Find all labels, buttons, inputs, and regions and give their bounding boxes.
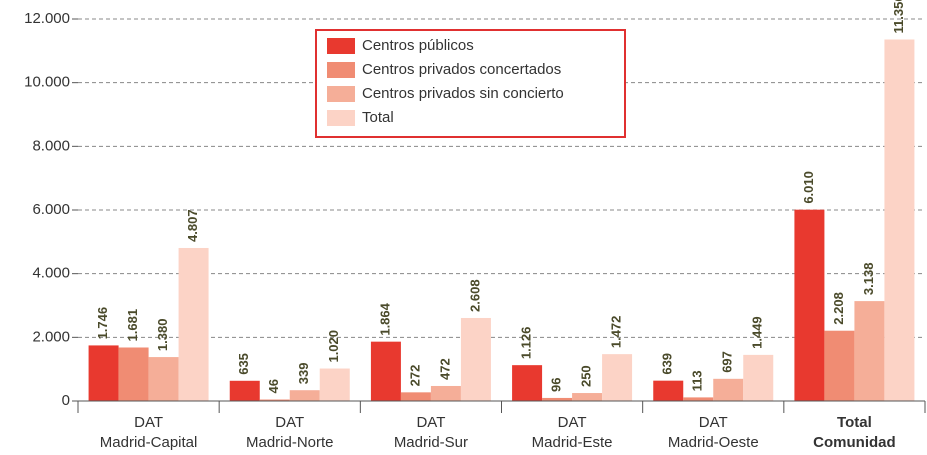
x-tick-label: Madrid-Sur	[394, 434, 468, 451]
y-tick-label: 0	[62, 392, 70, 409]
y-tick-label: 10.000	[24, 74, 70, 91]
value-label: 2.208	[831, 292, 846, 325]
bar	[884, 39, 915, 401]
legend-swatch	[327, 86, 355, 102]
legend-box	[315, 29, 626, 138]
value-label: 2.608	[467, 279, 482, 312]
value-label: 1.020	[326, 330, 341, 363]
x-tick-label: Madrid-Oeste	[668, 434, 759, 451]
bar	[319, 368, 350, 401]
bar	[430, 385, 461, 401]
value-label: 6.010	[801, 171, 816, 204]
y-tick-label: 12.000	[24, 10, 70, 27]
value-label: 1.449	[750, 316, 765, 349]
bar	[88, 345, 119, 401]
legend-label: Centros públicos	[362, 37, 474, 54]
legend-swatch	[327, 110, 355, 126]
bar	[653, 380, 684, 401]
bar	[178, 247, 209, 401]
x-tick-label: DAT	[275, 414, 304, 431]
legend-swatch	[327, 38, 355, 54]
value-label: 639	[660, 353, 675, 375]
x-tick-label: DAT	[558, 414, 587, 431]
legend-label: Centros privados concertados	[362, 61, 561, 78]
value-label: 272	[407, 365, 422, 387]
bar	[542, 397, 573, 401]
legend-swatch	[327, 62, 355, 78]
value-label: 697	[720, 351, 735, 373]
value-label: 3.138	[861, 263, 876, 296]
bar	[118, 347, 149, 401]
value-label: 96	[549, 377, 564, 391]
bar	[148, 357, 179, 401]
value-label: 339	[296, 363, 311, 385]
bar	[602, 354, 633, 401]
value-label: 1.746	[95, 307, 110, 340]
bar	[289, 390, 320, 401]
value-label: 1.864	[377, 302, 392, 335]
x-tick-label: DAT	[134, 414, 163, 431]
x-tick-label: Madrid-Norte	[246, 434, 334, 451]
value-label: 1.380	[155, 319, 170, 352]
value-label: 1.126	[519, 327, 534, 360]
bar	[259, 399, 290, 401]
bar	[824, 330, 855, 401]
value-label: 1.472	[609, 316, 624, 349]
x-tick-label: Madrid-Capital	[100, 434, 198, 451]
bar	[400, 392, 431, 401]
value-label: 11.356	[891, 0, 906, 34]
y-tick-label: 8.000	[32, 137, 70, 154]
y-tick-label: 4.000	[32, 265, 70, 282]
bar	[460, 317, 491, 401]
bar	[572, 393, 603, 401]
value-label: 113	[690, 370, 705, 391]
bar	[713, 378, 744, 401]
x-tick-label: Comunidad	[813, 434, 896, 451]
bar	[743, 354, 774, 401]
bar	[512, 365, 543, 401]
legend-label: Total	[362, 109, 394, 126]
value-label: 250	[579, 365, 594, 387]
value-label: 4.807	[185, 209, 200, 242]
x-tick-label: DAT	[699, 414, 728, 431]
y-tick-label: 6.000	[32, 201, 70, 218]
value-label: 472	[437, 358, 452, 380]
value-label: 1.681	[125, 309, 140, 342]
bar	[229, 380, 260, 401]
x-tick-label: Madrid-Este	[532, 434, 613, 451]
y-tick-label: 2.000	[32, 328, 70, 345]
bar	[854, 301, 885, 401]
x-tick-label: Total	[837, 414, 872, 431]
bar	[794, 209, 825, 401]
legend-label: Centros privados sin concierto	[362, 85, 564, 102]
bar	[683, 397, 714, 401]
bar	[370, 341, 401, 401]
value-label: 46	[266, 379, 281, 393]
value-label: 635	[236, 353, 251, 375]
x-tick-label: DAT	[416, 414, 445, 431]
